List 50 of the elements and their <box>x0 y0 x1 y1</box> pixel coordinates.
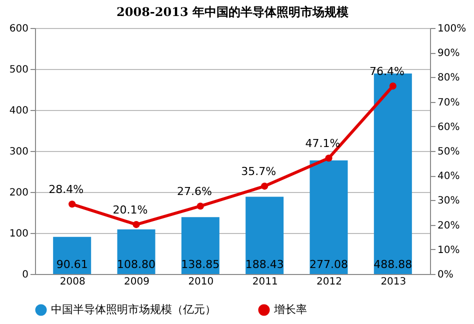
point <box>389 82 396 90</box>
x-tick-label: 2010 <box>188 276 214 288</box>
bar <box>246 196 284 274</box>
point <box>325 154 332 162</box>
y2-tick-label: 80% <box>438 72 460 84</box>
bar <box>374 74 412 274</box>
y2-tick-label: 10% <box>438 244 460 256</box>
y2-tick-label: 30% <box>438 196 460 207</box>
point <box>196 202 204 210</box>
y-tick-label: 600 <box>9 24 28 34</box>
y2-tick-label: 60% <box>438 122 460 133</box>
bar <box>53 236 92 274</box>
data-label: 47.1% <box>305 137 340 150</box>
point <box>261 182 268 190</box>
x-tick-label: 2013 <box>380 276 406 288</box>
data-label: 138.85 <box>181 258 220 271</box>
bar <box>310 160 348 274</box>
point <box>132 221 140 228</box>
y-tick-label: 100 <box>9 228 28 240</box>
y2-tick-label: 50% <box>438 146 460 158</box>
data-label: 27.6% <box>176 185 212 198</box>
data-label: 28.4% <box>48 183 84 196</box>
y2-tick-label: 40% <box>438 171 460 182</box>
y-tick-label: 200 <box>9 188 28 198</box>
data-label: 488.88 <box>374 258 412 271</box>
x-tick-label: 2009 <box>124 276 150 288</box>
data-label: 35.7% <box>241 165 276 178</box>
bar <box>181 217 220 274</box>
y-tick-label: 500 <box>9 64 28 76</box>
chart-title: 2008-2013 年中国的半导体照明市场规模 <box>116 5 348 19</box>
data-label: 188.43 <box>245 258 284 271</box>
data-label: 90.61 <box>56 258 88 271</box>
legend-label: 中国半导体照明市场规模（亿元） <box>51 303 216 316</box>
y-tick-label: 400 <box>9 106 28 116</box>
y-tick-label: 0 <box>22 270 28 280</box>
y2-tick-label: 20% <box>438 220 460 232</box>
y2-tick-label: 90% <box>438 48 460 60</box>
x-tick-label: 2011 <box>252 276 278 288</box>
legend-label: 增长率 <box>273 303 307 316</box>
data-label: 277.08 <box>310 258 348 271</box>
point <box>68 200 76 208</box>
y-tick-label: 300 <box>9 146 28 158</box>
y2-tick-label: 100% <box>438 24 466 34</box>
y2-tick-label: 0% <box>438 270 454 280</box>
x-tick-label: 2012 <box>316 276 342 288</box>
y2-tick-label: 70% <box>438 97 460 108</box>
data-label: 20.1% <box>112 204 148 217</box>
bar <box>117 229 156 274</box>
data-label: 108.80 <box>117 258 156 271</box>
x-tick-label: 2008 <box>60 276 86 288</box>
